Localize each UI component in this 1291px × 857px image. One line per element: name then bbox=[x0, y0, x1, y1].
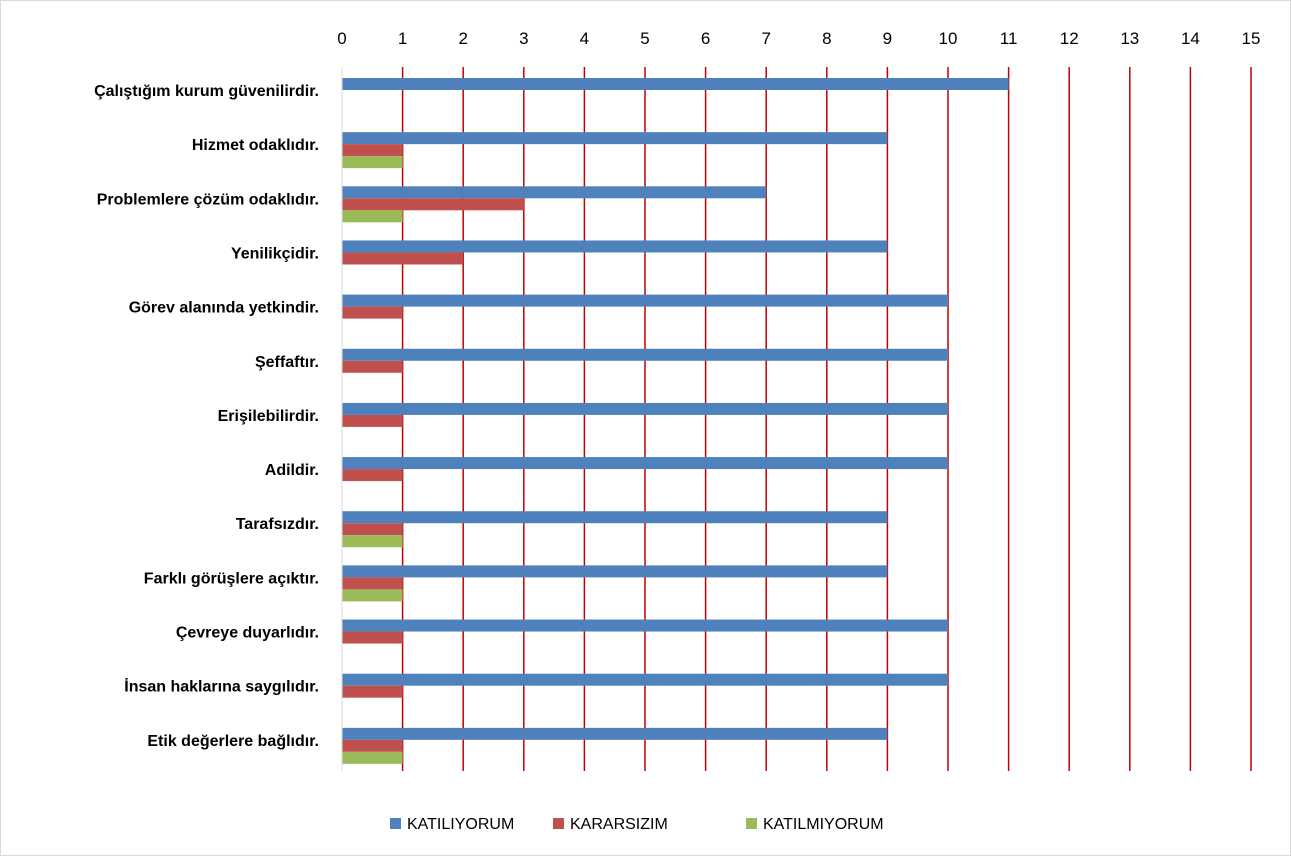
x-tick-label: 14 bbox=[1181, 29, 1200, 48]
x-tick-label: 8 bbox=[822, 29, 831, 48]
bar-katiliyorum bbox=[342, 186, 767, 199]
bar-kararsizim bbox=[342, 306, 403, 319]
x-tick-label: 10 bbox=[939, 29, 958, 48]
category-label: Tarafsızdır. bbox=[236, 516, 319, 533]
bar-kararsizim bbox=[342, 198, 524, 211]
x-tick-label: 4 bbox=[580, 29, 589, 48]
bar-katiliyorum bbox=[342, 294, 948, 307]
bar-kararsizim bbox=[342, 631, 403, 644]
bar-katilmiyorum bbox=[342, 751, 403, 764]
bar-katilmiyorum bbox=[342, 535, 403, 548]
category-label: Çevreye duyarlıdır. bbox=[176, 625, 319, 642]
x-tick-label: 2 bbox=[458, 29, 467, 48]
x-tick-label: 12 bbox=[1060, 29, 1079, 48]
legend-label: KATILIYORUM bbox=[407, 816, 514, 833]
bar-katiliyorum bbox=[342, 565, 888, 578]
bars bbox=[342, 78, 1009, 764]
x-tick-label: 11 bbox=[1000, 29, 1018, 48]
x-tick-label: 9 bbox=[883, 29, 892, 48]
bar-katiliyorum bbox=[342, 132, 888, 145]
bar-kararsizim bbox=[342, 360, 403, 373]
legend-label: KARARSIZIM bbox=[570, 816, 668, 833]
x-tick-label: 6 bbox=[701, 29, 710, 48]
bar-katiliyorum bbox=[342, 619, 948, 632]
category-label: Erişilebilirdir. bbox=[218, 408, 319, 425]
x-tick-label: 13 bbox=[1120, 29, 1139, 48]
bar-kararsizim bbox=[342, 414, 403, 427]
category-label: Görev alanında yetkindir. bbox=[129, 300, 319, 317]
category-label: Etik değerlere bağlıdır. bbox=[147, 733, 319, 750]
legend-swatch bbox=[746, 818, 757, 829]
legend: KATILIYORUM KARARSIZIM KATILMIYORUM bbox=[390, 816, 884, 833]
bar-katiliyorum bbox=[342, 348, 948, 361]
bar-katiliyorum bbox=[342, 402, 948, 415]
bar-kararsizim bbox=[342, 252, 464, 265]
bar-kararsizim bbox=[342, 469, 403, 482]
bar-kararsizim bbox=[342, 577, 403, 590]
bar-katilmiyorum bbox=[342, 210, 403, 223]
category-label: Yenilikçidir. bbox=[231, 245, 319, 262]
category-label: Adildir. bbox=[265, 462, 319, 479]
gridlines bbox=[401, 67, 1252, 771]
x-tick-label: 15 bbox=[1242, 29, 1261, 48]
category-label: Şeffaftır. bbox=[255, 354, 319, 371]
bar-katiliyorum bbox=[342, 78, 1009, 90]
category-label: Farklı görüşlere açıktır. bbox=[144, 570, 319, 587]
category-label: Hizmet odaklıdır. bbox=[192, 137, 319, 154]
bar-katiliyorum bbox=[342, 457, 948, 470]
x-tick-label: 7 bbox=[761, 29, 770, 48]
category-label: Problemlere çözüm odaklıdır. bbox=[97, 191, 319, 208]
x-tick-label: 1 bbox=[398, 29, 407, 48]
legend-swatch bbox=[553, 818, 564, 829]
bar-katilmiyorum bbox=[342, 156, 403, 169]
bar-kararsizim bbox=[342, 144, 403, 157]
legend-label: KATILMIYORUM bbox=[763, 816, 884, 833]
bar-katilmiyorum bbox=[342, 589, 403, 602]
bar-katiliyorum bbox=[342, 673, 948, 686]
bar-kararsizim bbox=[342, 739, 403, 752]
category-label: İnsan haklarına saygılıdır. bbox=[124, 678, 319, 696]
x-tick-label: 0 bbox=[337, 29, 346, 48]
bar-katiliyorum bbox=[342, 240, 888, 253]
bar-kararsizim bbox=[342, 523, 403, 536]
bar-katiliyorum bbox=[342, 727, 888, 740]
x-tick-label: 3 bbox=[519, 29, 528, 48]
x-tick-label: 5 bbox=[640, 29, 649, 48]
legend-swatch bbox=[390, 818, 401, 829]
category-label: Çalıştığım kurum güvenilirdir. bbox=[94, 83, 319, 100]
bar-katiliyorum bbox=[342, 511, 888, 524]
bar-kararsizim bbox=[342, 685, 403, 698]
